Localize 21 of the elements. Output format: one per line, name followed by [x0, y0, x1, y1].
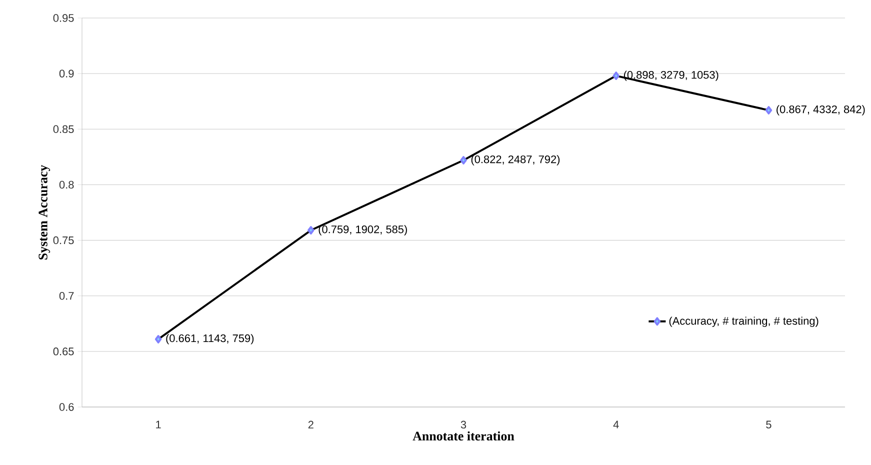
y-tick-label: 0.7 — [59, 292, 74, 300]
y-tick-label: 0.95 — [53, 14, 74, 22]
x-tick-label: 3 — [460, 420, 466, 429]
x-tick-label: 2 — [308, 420, 314, 428]
data-label: (0.898, 3279, 1053) — [624, 70, 718, 81]
y-tick-label: 0.8 — [59, 180, 74, 189]
legend-label: (Accuracy, # training, # testing) — [669, 316, 818, 327]
y-tick-label: 0.75 — [53, 236, 74, 244]
y-tick-label: 0.85 — [53, 125, 74, 134]
y-tick-label: 0.6 — [59, 403, 74, 411]
x-tick-label: 1 — [156, 420, 161, 428]
x-tick-label: 4 — [613, 420, 619, 428]
data-label: (0.661, 1143, 759) — [166, 334, 254, 344]
y-axis-title: System Accuracy — [38, 164, 50, 260]
data-label: (0.759, 1902, 585) — [318, 225, 407, 236]
data-label: (0.822, 2487, 792) — [471, 155, 560, 166]
y-tick-label: 0.65 — [53, 348, 74, 356]
y-tick-label: 0.9 — [59, 70, 74, 78]
data-label: (0.867, 4332, 842) — [776, 105, 865, 116]
x-tick-label: 5 — [766, 420, 772, 428]
x-axis-title: Annotate iteration — [412, 431, 514, 440]
